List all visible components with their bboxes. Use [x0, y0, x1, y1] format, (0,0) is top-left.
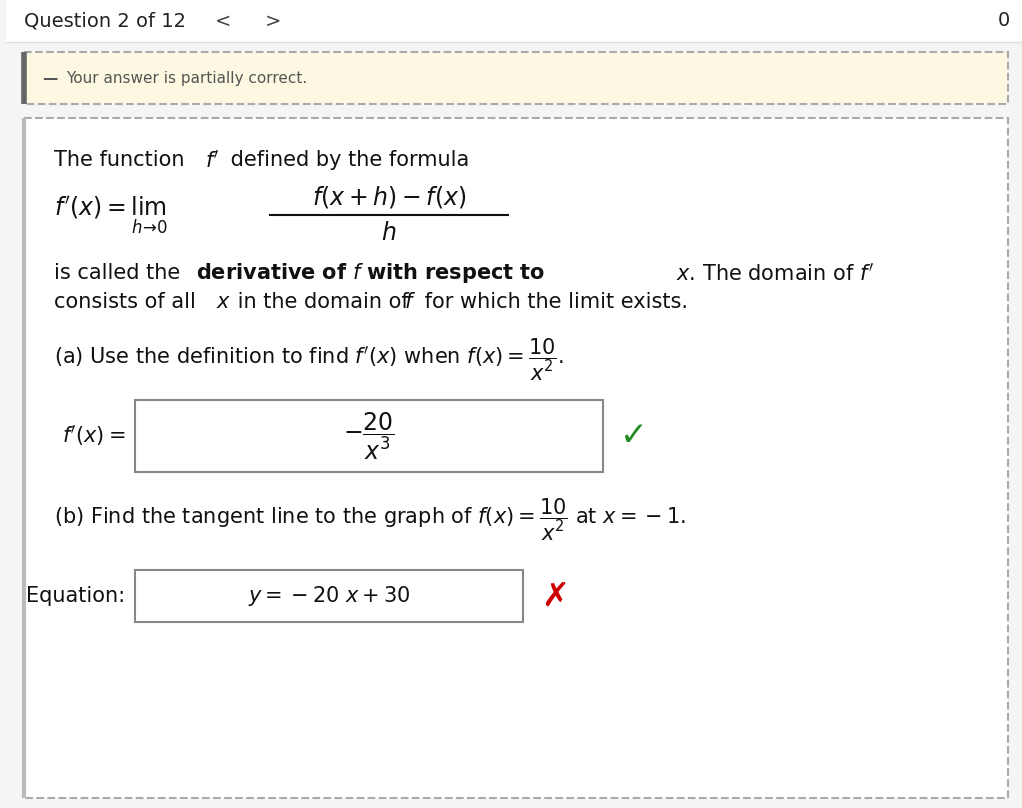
Text: >: >: [265, 11, 281, 31]
Text: is called the: is called the: [54, 263, 187, 283]
Text: $f(x+h)-f(x)$: $f(x+h)-f(x)$: [312, 184, 466, 210]
Text: for which the limit exists.: for which the limit exists.: [418, 292, 688, 312]
Text: ✗: ✗: [541, 579, 569, 612]
Text: (a) Use the definition to find $f'(x)$ when $f(x) = \dfrac{10}{x^2}.$: (a) Use the definition to find $f'(x)$ w…: [54, 337, 564, 383]
FancyBboxPatch shape: [135, 570, 523, 622]
Text: Your answer is partially correct.: Your answer is partially correct.: [65, 70, 307, 86]
Text: (b) Find the tangent line to the graph of $f(x) = \dfrac{10}{x^2}$ at $x = -1$.: (b) Find the tangent line to the graph o…: [54, 497, 686, 543]
FancyBboxPatch shape: [135, 400, 603, 472]
Text: $h$: $h$: [381, 221, 397, 245]
Text: $y = -20\ x + 30$: $y = -20\ x + 30$: [248, 584, 411, 608]
Text: Question 2 of 12: Question 2 of 12: [25, 11, 186, 31]
Text: consists of all: consists of all: [54, 292, 202, 312]
Text: 0: 0: [997, 11, 1010, 31]
Text: —: —: [42, 70, 57, 86]
Text: $x$: $x$: [216, 292, 231, 312]
Text: ✓: ✓: [620, 419, 648, 452]
Text: $f'$: $f'$: [205, 149, 220, 171]
FancyBboxPatch shape: [25, 52, 1008, 104]
Text: <: <: [215, 11, 231, 31]
Text: in the domain of: in the domain of: [231, 292, 415, 312]
Text: $-\dfrac{20}{x^3}$: $-\dfrac{20}{x^3}$: [343, 410, 394, 462]
Text: The function: The function: [54, 150, 191, 170]
FancyBboxPatch shape: [6, 0, 1022, 42]
Text: $f'(x) = \lim_{h \to 0}$: $f'(x) = \lim_{h \to 0}$: [54, 195, 168, 236]
Text: $f'(x) = $: $f'(x) = $: [61, 423, 126, 448]
Text: Equation:: Equation:: [27, 586, 126, 606]
Text: defined by the formula: defined by the formula: [224, 150, 469, 170]
FancyBboxPatch shape: [25, 118, 1008, 798]
Text: $x$. The domain of $f'$: $x$. The domain of $f'$: [670, 262, 874, 284]
Text: $f$: $f$: [404, 292, 416, 312]
Text: $\mathbf{derivative\ of}\ f\ \mathbf{with\ respect\ to}$: $\mathbf{derivative\ of}\ f\ \mathbf{wit…: [196, 261, 545, 285]
